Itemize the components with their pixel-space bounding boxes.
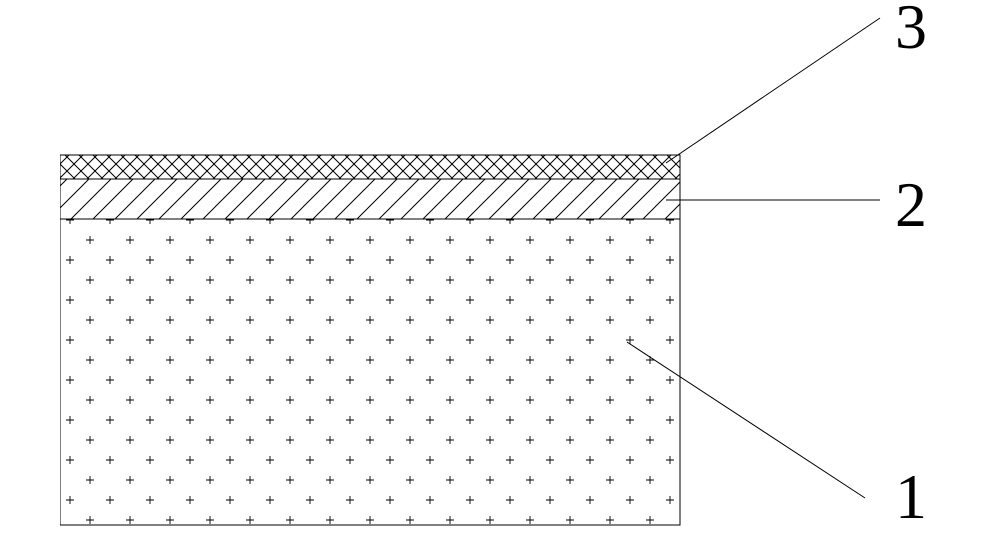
label-3: 3 [895, 0, 927, 64]
label-2: 2 [895, 168, 927, 242]
label-1: 1 [895, 460, 927, 534]
layer-3 [60, 155, 680, 179]
layer-2 [60, 179, 680, 219]
callout-line-3 [666, 18, 880, 163]
diagram-svg [60, 10, 940, 530]
diagram-container: 3 2 1 [60, 10, 940, 530]
layer-1 [60, 219, 680, 525]
